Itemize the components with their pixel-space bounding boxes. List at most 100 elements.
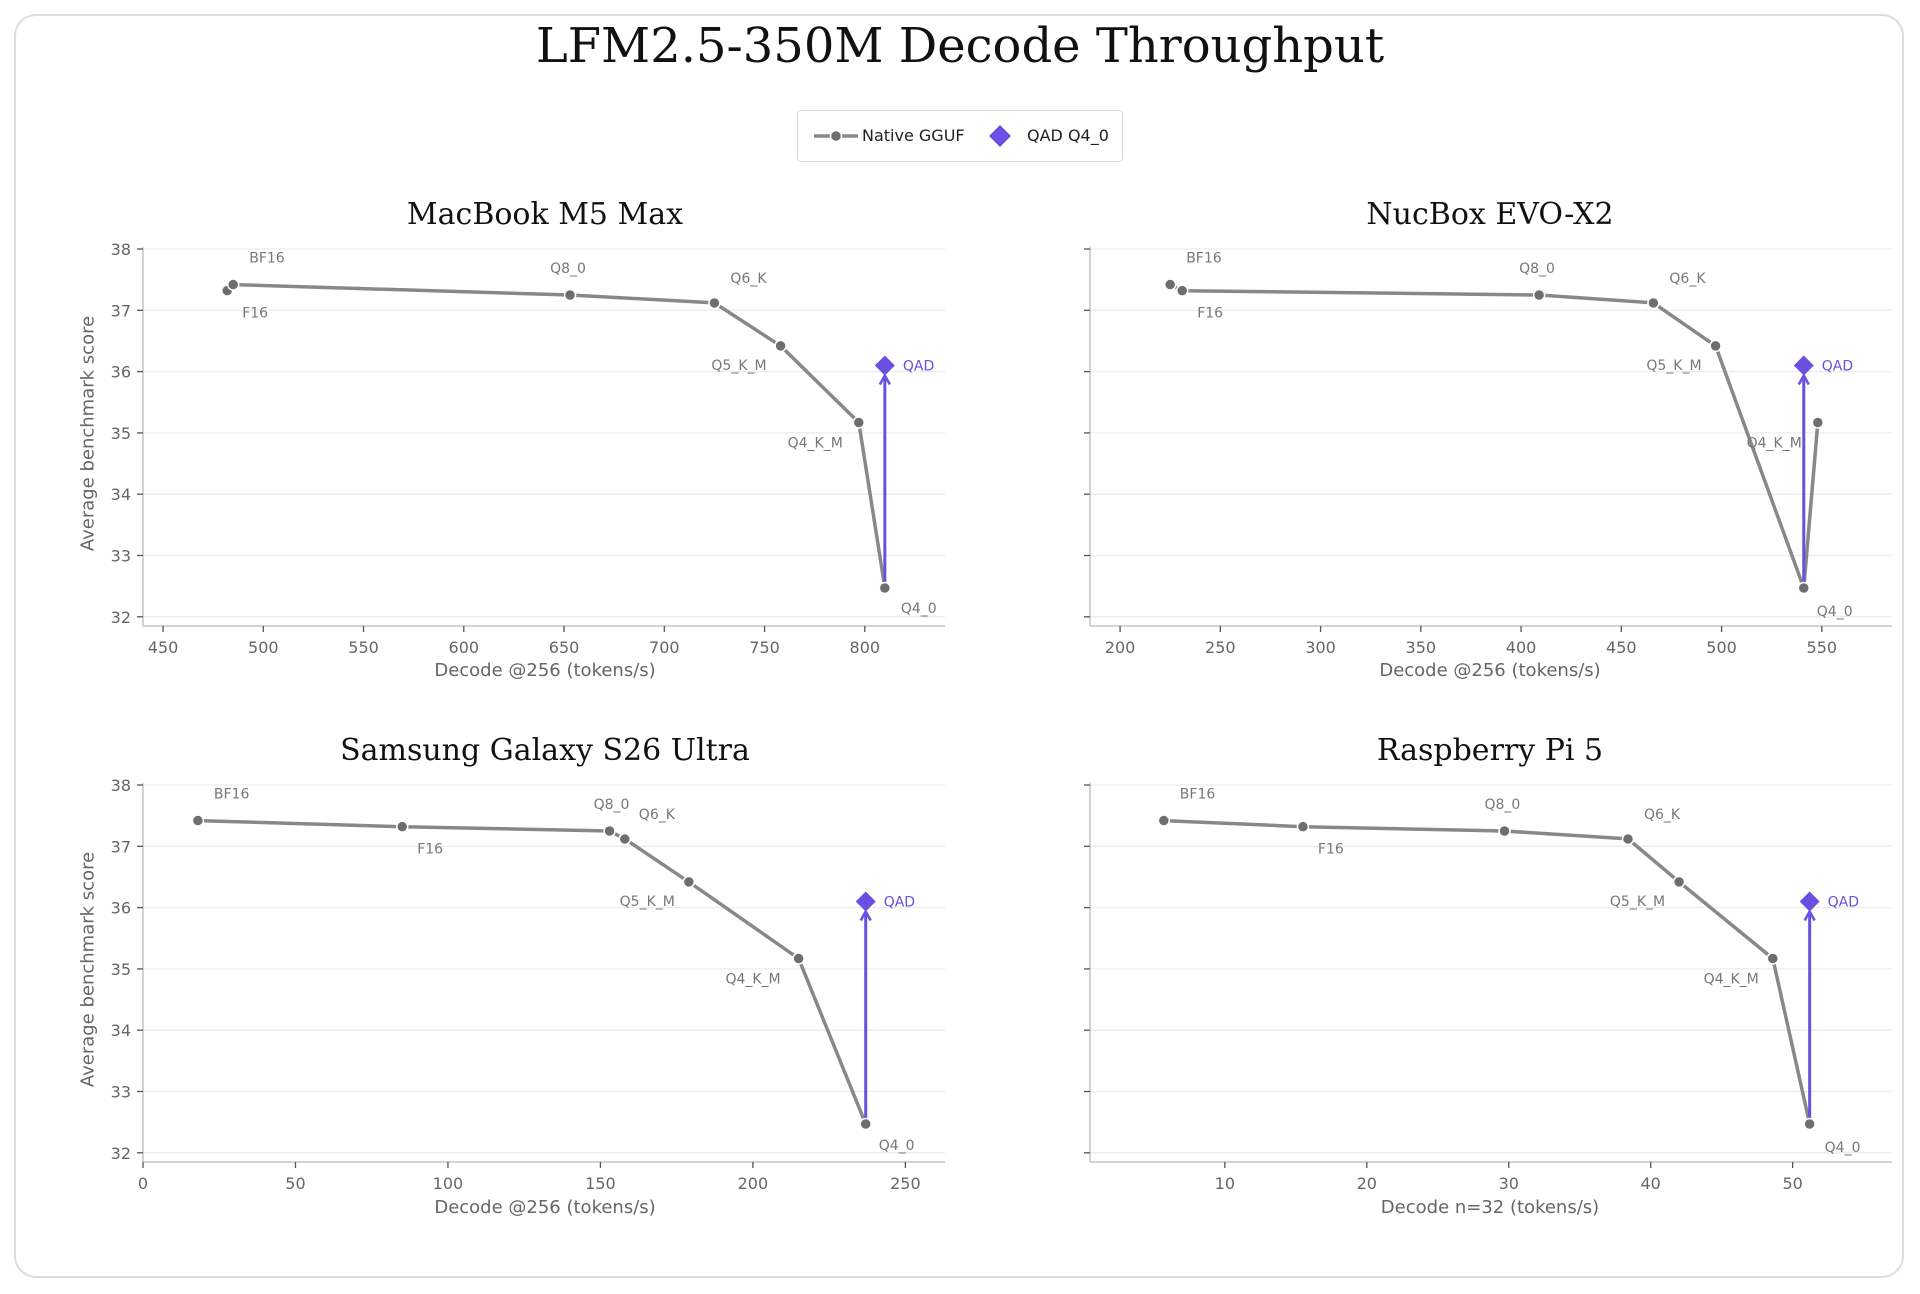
x-tick-label: 400 [1506, 638, 1537, 657]
native-series-line [1169, 283, 1820, 590]
y-tick-label: 37 [111, 837, 131, 856]
x-tick-label: 0 [138, 1174, 148, 1193]
y-tick-label: 33 [111, 1083, 131, 1102]
native-point [1175, 284, 1189, 297]
native-point [563, 288, 577, 302]
x-tick-label: 500 [248, 638, 279, 657]
x-tick-label: 450 [148, 638, 179, 657]
xlabel-raspberry: Decode n=32 (tokens/s) [1380, 1197, 1600, 1218]
qad-arrow-head [1803, 908, 1816, 922]
point-label: Q8_0 [594, 797, 630, 813]
x-tick-label: 20 [1357, 1174, 1377, 1193]
panel-title-nucbox: NucBox EVO-X2 [1366, 197, 1614, 232]
native-point [1157, 814, 1171, 827]
x-tick-label: 650 [549, 638, 580, 657]
legend-qad-label: QAD Q4_0 [1027, 126, 1109, 145]
x-tick-label: 30 [1499, 1174, 1519, 1193]
point-label: Q4_K_M [1747, 435, 1802, 451]
qad-arrow-head [1797, 372, 1810, 386]
point-label: F16 [1197, 306, 1223, 322]
native-point [1672, 875, 1686, 889]
native-point [603, 824, 616, 838]
x-tick-label: 100 [433, 1174, 464, 1193]
x-tick-label: 600 [449, 638, 480, 657]
y-tick-label: 35 [111, 424, 131, 443]
y-tick-label: 37 [111, 301, 131, 320]
point-label: Q6_K [1669, 271, 1706, 287]
y-tick-label: 32 [111, 608, 131, 627]
x-tick-label: 250 [890, 1174, 921, 1193]
point-label: Q8_0 [1484, 797, 1520, 813]
point-label: F16 [1318, 842, 1344, 858]
native-point [226, 278, 240, 291]
legend-swatches [814, 125, 1011, 147]
native-point [1498, 824, 1511, 838]
xlabel-samsung: Decode @256 (tokens/s) [434, 1197, 656, 1218]
native-point [395, 820, 409, 833]
y-tick-label: 34 [111, 485, 131, 504]
native-point [1797, 581, 1811, 595]
point-label: Q6_K [1644, 807, 1681, 823]
panel-title-raspberry: Raspberry Pi 5 [1376, 733, 1604, 768]
native-point [1647, 296, 1660, 310]
point-label: Q4_0 [1817, 604, 1853, 620]
point-label: Q8_0 [550, 261, 586, 277]
point-label: BF16 [249, 251, 285, 267]
native-point [1766, 952, 1780, 965]
point-label: Q8_0 [1519, 261, 1555, 277]
x-tick-label: 50 [1782, 1174, 1802, 1193]
x-tick-label: 10 [1215, 1174, 1235, 1193]
x-tick-label: 500 [1706, 638, 1737, 657]
x-tick-label: 150 [585, 1174, 616, 1193]
panel-title-samsung: Samsung Galaxy S26 Ultra [340, 733, 750, 768]
qad-point [1793, 355, 1814, 376]
figure-title: LFM2.5-350M Decode Throughput [535, 18, 1385, 74]
x-tick-label: 200 [1105, 638, 1136, 657]
point-label: Q4_K_M [1704, 971, 1759, 987]
point-label: Q6_K [639, 807, 676, 823]
x-tick-label: 200 [738, 1174, 769, 1193]
point-label: Q5_K_M [711, 358, 766, 374]
y-tick-label: 36 [111, 363, 131, 382]
qad-label: QAD [903, 358, 934, 374]
qad-point [874, 355, 895, 376]
x-tick-label: 40 [1641, 1174, 1661, 1193]
point-label: Q6_K [730, 271, 767, 287]
legend-qad-marker [989, 125, 1011, 147]
figure-frame [14, 14, 1904, 1278]
y-tick-label: 34 [111, 1021, 131, 1040]
native-point [1163, 278, 1177, 291]
native-point [708, 296, 721, 310]
native-point [1709, 339, 1722, 353]
x-tick-label: 550 [348, 638, 379, 657]
legend: Native GGUF QAD Q4_0 [797, 110, 1123, 162]
native-point [1621, 832, 1635, 846]
native-point [618, 832, 632, 846]
xlabel-nucbox: Decode @256 (tokens/s) [1379, 660, 1601, 681]
x-tick-label: 250 [1205, 638, 1236, 657]
y-tick-label: 38 [111, 240, 131, 259]
y-tick-label: 38 [111, 776, 131, 795]
legend-native-label: Native GGUF [862, 126, 965, 145]
native-point [682, 875, 696, 889]
point-label: F16 [417, 842, 443, 858]
y-tick-label: 33 [111, 547, 131, 566]
native-point [852, 416, 866, 429]
point-label: Q4_0 [1825, 1140, 1861, 1156]
y-tick-label: 36 [111, 899, 131, 918]
point-label: Q4_K_M [788, 435, 843, 451]
panel-title-macbook: MacBook M5 Max [406, 197, 684, 232]
point-label: Q4_0 [901, 601, 937, 617]
qad-arrow-head [859, 908, 872, 922]
point-label: Q5_K_M [1610, 894, 1665, 910]
x-tick-label: 50 [285, 1174, 305, 1193]
x-tick-label: 550 [1807, 638, 1838, 657]
native-point [774, 339, 787, 353]
native-point [1296, 820, 1310, 833]
x-tick-label: 300 [1305, 638, 1336, 657]
y-tick-label: 35 [111, 960, 131, 979]
y-tick-label: 32 [111, 1144, 131, 1163]
qad-label: QAD [1822, 358, 1853, 374]
point-label: Q4_K_M [725, 971, 780, 987]
